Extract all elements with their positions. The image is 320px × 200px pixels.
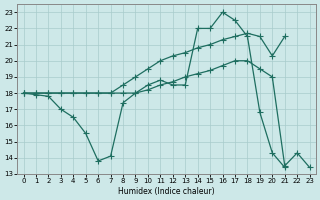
X-axis label: Humidex (Indice chaleur): Humidex (Indice chaleur) <box>118 187 215 196</box>
